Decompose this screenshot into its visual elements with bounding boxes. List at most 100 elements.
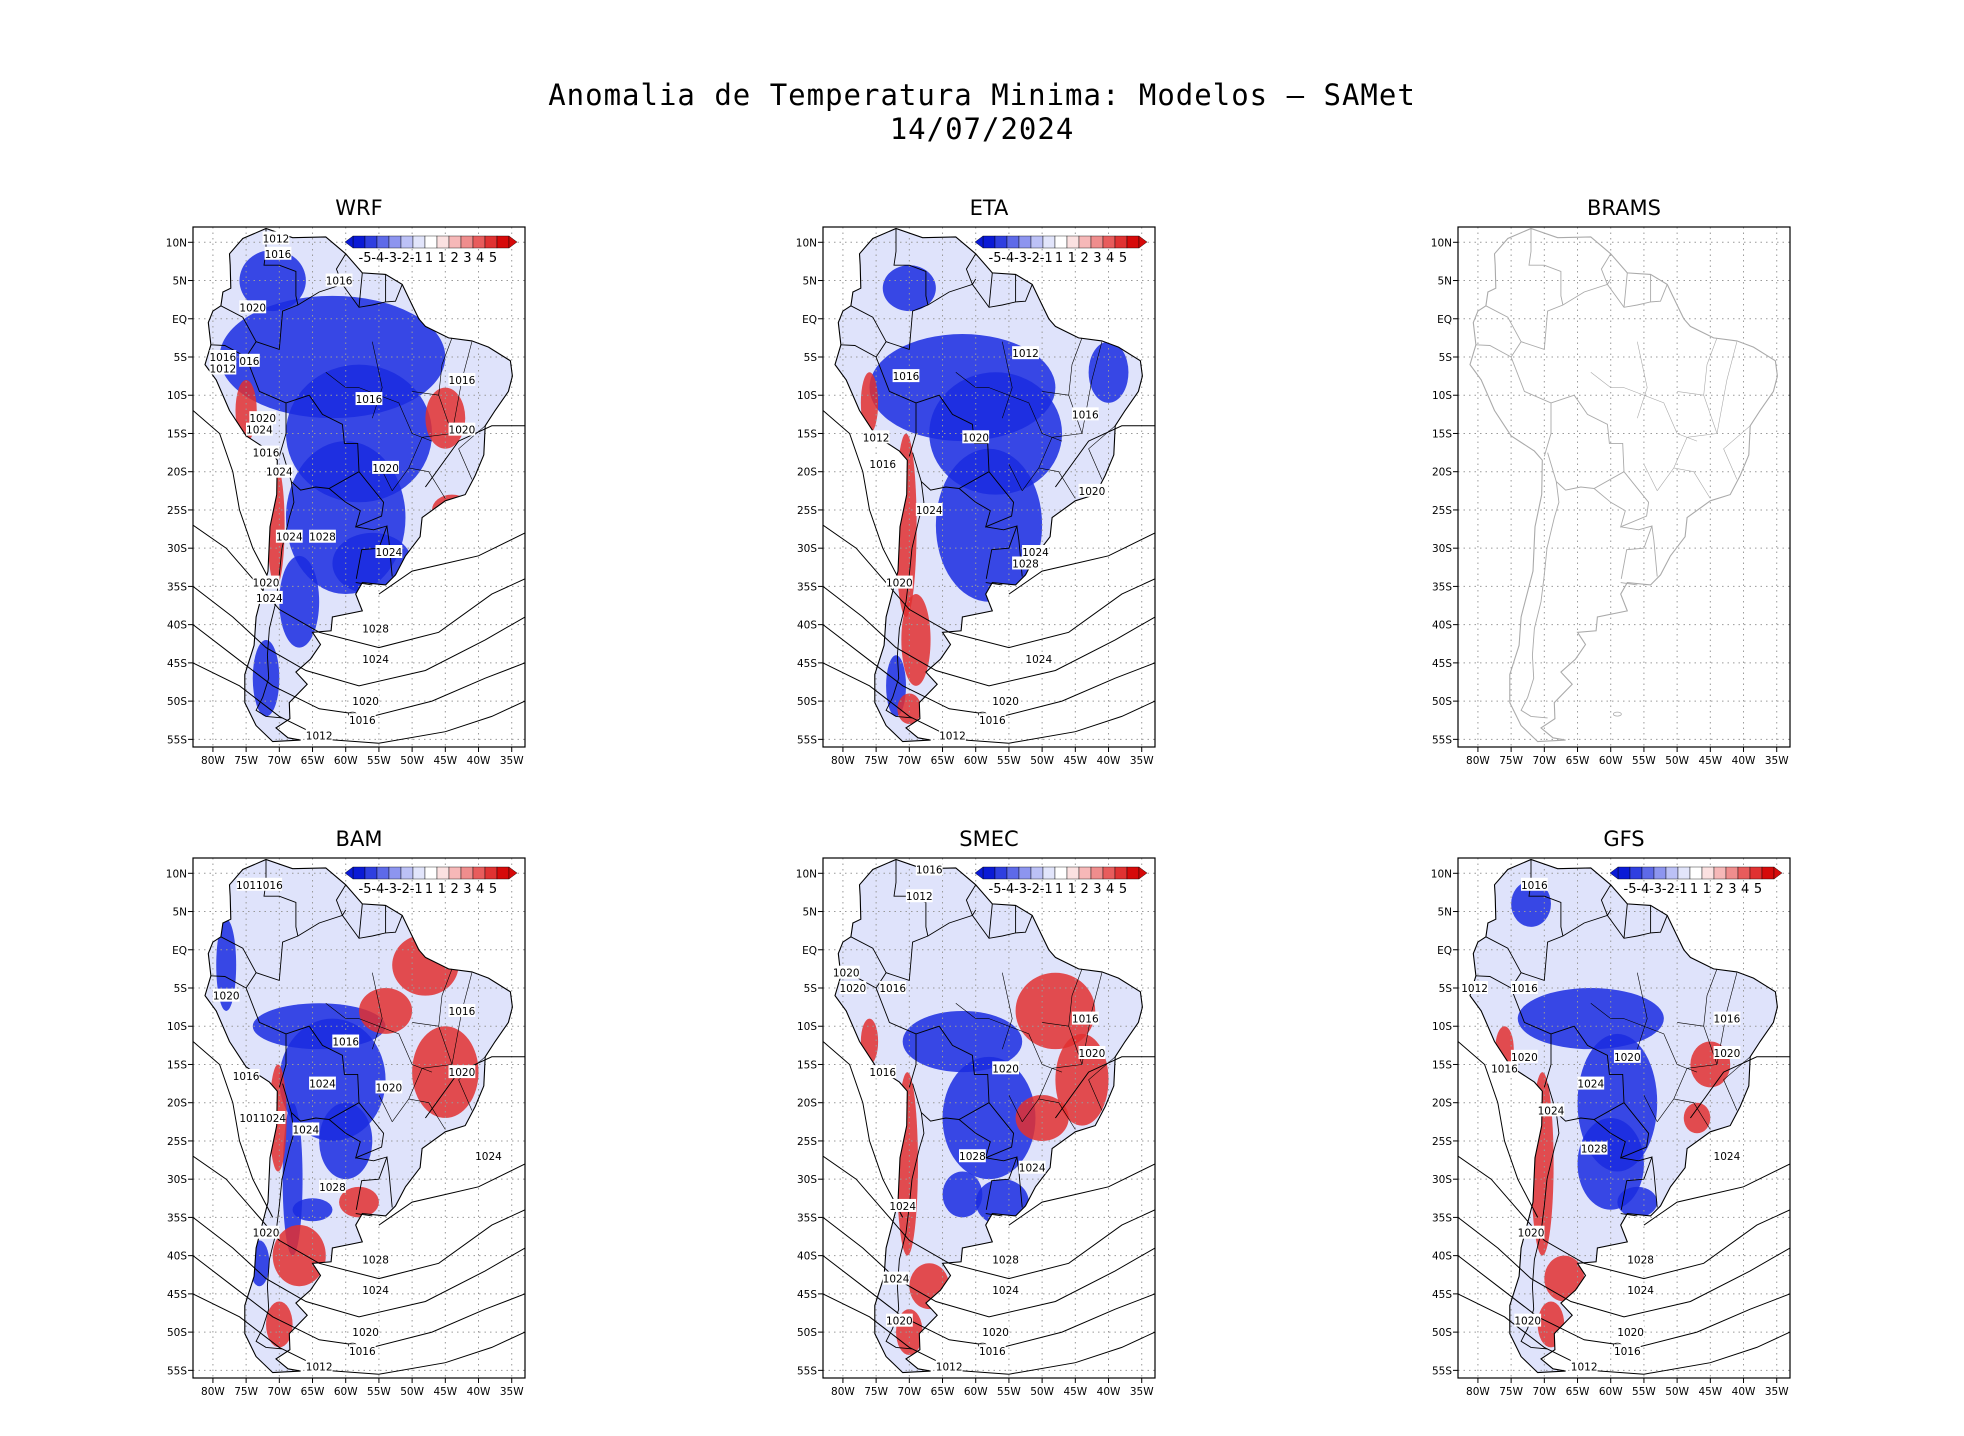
contour-label-bg (236, 877, 283, 891)
colorbar-label: -1 (410, 251, 423, 266)
x-tick-label: 40W (1097, 755, 1121, 767)
isobar-line (823, 1293, 1155, 1375)
border-line (255, 1112, 295, 1350)
colorbar-swatch (1701, 866, 1715, 880)
border-line (1547, 394, 1625, 491)
contour-label-bg (209, 361, 237, 375)
panel-title: SMEC (959, 827, 1018, 851)
colorbar-label: -4 (371, 251, 384, 266)
state-line (1008, 463, 1023, 491)
contour-label-bg (362, 1252, 389, 1266)
colorbar-swatch (1102, 235, 1116, 249)
warm-anomaly (359, 988, 413, 1034)
gridlines (1458, 227, 1790, 747)
x-tick-label: 75W (864, 1386, 888, 1398)
panel-title: BRAMS (1587, 196, 1661, 220)
y-tick-label: EQ (802, 945, 817, 957)
colorbar-swatch (1126, 235, 1140, 249)
contour-label-bg (305, 1359, 333, 1373)
contour-label: 1024 (293, 1124, 320, 1136)
contour-label-bg (1022, 545, 1049, 558)
y-tick-label: 55S (797, 734, 817, 746)
contour-label-bg (252, 575, 280, 589)
colorbar-swatch (352, 235, 366, 249)
isobar-line (1458, 1255, 1790, 1348)
axes: 80W 75W 70W 65W 60W 55W 50W 45W 40W 35W 10N 5N EQ 5S 1… (1431, 237, 1789, 767)
contour-label: 1020 (1714, 1048, 1741, 1060)
state-line (1637, 341, 1648, 419)
contour-label-bg (839, 981, 867, 994)
y-tick-label: 25S (167, 1136, 187, 1148)
border-line (282, 394, 360, 491)
isobar-line (193, 524, 525, 649)
contour-label: 1020 (352, 1327, 379, 1339)
colorbar-label: 5 (489, 251, 497, 266)
colorbar-swatch (484, 235, 498, 249)
colorbar-swatch (472, 866, 486, 880)
x-tick-label: 45W (1063, 1386, 1087, 1398)
contour-label-bg (348, 1344, 376, 1358)
y-tick-label: 15S (1432, 428, 1452, 440)
y-tick-label: 5N (802, 907, 817, 919)
state-line (1590, 1003, 1624, 1019)
colorbar-label: 1 (1068, 251, 1076, 266)
y-tick-label: 30S (1432, 543, 1452, 555)
colorbar-label: -2 (1027, 882, 1040, 897)
state-line (1703, 337, 1718, 396)
state-line (1021, 467, 1076, 499)
isobar-line (1054, 1056, 1155, 1119)
state-line (1643, 1094, 1658, 1122)
colorbar-swatch (1078, 235, 1092, 249)
country-borders (840, 859, 1116, 1350)
y-tick-label: 45S (797, 658, 817, 670)
y-tick-label: 20S (167, 467, 187, 479)
contour-label-bg (1613, 1049, 1641, 1063)
y-tick-label: 45S (167, 658, 187, 670)
contour-label-bg (1012, 346, 1039, 360)
border-line (386, 525, 393, 577)
contour-label: 1020 (992, 696, 1019, 708)
gridlines (193, 858, 525, 1378)
colorbar-label: -1 (410, 882, 423, 897)
x-tick-label: 45W (1698, 755, 1722, 767)
x-tick-label: 60W (1599, 755, 1623, 767)
x-tick-label: 80W (201, 755, 225, 767)
contour-label: 1020 (1079, 1048, 1106, 1060)
colorbar-swatch (1018, 235, 1032, 249)
state-line (1038, 433, 1083, 469)
contour-label: 1024 (1538, 1105, 1565, 1117)
contour-label: 1020 (253, 578, 280, 590)
y-tick-label: 5S (174, 983, 188, 995)
anomaly-field (1470, 859, 1778, 1373)
colorbar-swatch (1030, 866, 1044, 880)
contour-label-bg (239, 353, 260, 367)
warm-anomaly (266, 1301, 293, 1348)
border-line (1620, 1213, 1638, 1217)
colorbar-swatch (1629, 866, 1643, 880)
contour-label-bg (475, 1149, 502, 1163)
border-line (1520, 1112, 1560, 1350)
contour-label: 1020 (1079, 486, 1106, 498)
y-tick-label: 25S (797, 1136, 817, 1148)
contour-label-bg (305, 728, 333, 742)
colorbar-swatch (1006, 866, 1020, 880)
colorbar-swatch (1689, 866, 1703, 880)
border-line (1593, 471, 1650, 528)
contour-label-bg (915, 862, 943, 876)
isobar-line (193, 410, 274, 587)
contour-label-bg (292, 1122, 320, 1136)
border-line (210, 975, 247, 989)
colorbar-swatch (994, 866, 1008, 880)
contour-label: 1012 (906, 891, 933, 903)
contour-label: 1020 (213, 991, 240, 1003)
y-tick-label: 30S (167, 543, 187, 555)
colorbar-label: 3 (1728, 882, 1736, 897)
border-line (1475, 344, 1512, 358)
state-line (438, 968, 453, 1027)
contour-label-bg (1537, 1103, 1565, 1117)
contour-label-bg (939, 728, 966, 742)
contour-label-bg (1577, 1076, 1605, 1090)
contour-label-bg (255, 590, 283, 604)
y-tick-label: 55S (167, 734, 187, 746)
contour-label-bg (1713, 1149, 1741, 1163)
